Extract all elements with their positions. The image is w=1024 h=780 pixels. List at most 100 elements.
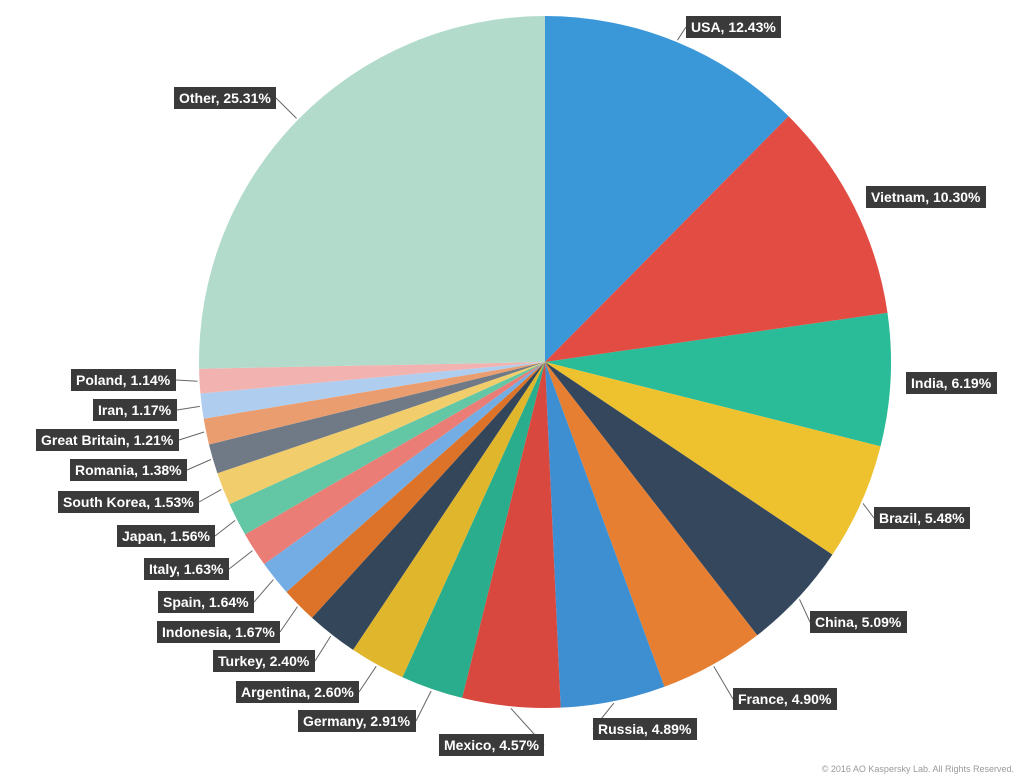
slice-label-south-korea: South Korea, 1.53% xyxy=(58,491,199,513)
slice-label-text-mexico: Mexico, 4.57% xyxy=(444,737,539,753)
pie-slice-spain xyxy=(264,362,545,592)
leader-line-france xyxy=(713,666,734,700)
slice-label-text-china: China, 5.09% xyxy=(815,614,902,630)
slice-label-box-japan xyxy=(117,525,215,547)
slice-label-france: France, 4.90% xyxy=(733,688,837,710)
slice-label-text-germany: Germany, 2.91% xyxy=(303,713,411,729)
slice-label-iran: Iran, 1.17% xyxy=(93,399,177,421)
slice-label-text-japan: Japan, 1.56% xyxy=(122,528,210,544)
slice-label-text-france: France, 4.90% xyxy=(738,691,832,707)
leader-line-china xyxy=(799,599,811,623)
pie-slice-italy xyxy=(244,362,545,565)
slice-label-poland: Poland, 1.14% xyxy=(71,369,176,391)
slice-label-box-other xyxy=(174,87,276,109)
slice-label-italy: Italy, 1.63% xyxy=(144,558,229,580)
pie-slice-south-korea xyxy=(217,362,545,505)
slice-label-text-other: Other, 25.31% xyxy=(179,90,271,106)
slice-label-text-russia: Russia, 4.89% xyxy=(598,721,692,737)
leader-line-spain xyxy=(253,579,274,603)
pie-slice-argentina xyxy=(353,362,545,678)
slice-label-turkey: Turkey, 2.40% xyxy=(213,650,315,672)
slice-label-text-india: India, 6.19% xyxy=(911,375,992,391)
pie-slice-indonesia xyxy=(286,362,545,618)
slice-label-text-spain: Spain, 1.64% xyxy=(163,594,249,610)
pie-slice-china xyxy=(545,362,833,636)
copyright-notice: © 2016 AO Kaspersky Lab. All Rights Rese… xyxy=(821,764,1014,774)
leader-line-italy xyxy=(228,550,253,570)
leader-line-brazil xyxy=(862,503,875,519)
slice-label-mexico: Mexico, 4.57% xyxy=(439,734,544,756)
leader-line-turkey xyxy=(314,635,332,662)
slice-label-text-poland: Poland, 1.14% xyxy=(76,372,171,388)
pie-slice-iran xyxy=(200,362,545,419)
slice-label-text-iran: Iran, 1.17% xyxy=(98,402,172,418)
pie-slices xyxy=(198,16,891,708)
pie-slice-romania xyxy=(208,362,545,474)
slice-label-box-italy xyxy=(144,558,229,580)
slice-label-text-argentina: Argentina, 2.60% xyxy=(241,684,354,700)
slice-label-box-china xyxy=(810,611,907,633)
slice-label-box-usa xyxy=(686,16,781,38)
slice-label-text-indonesia: Indonesia, 1.67% xyxy=(162,624,275,640)
leader-line-japan xyxy=(214,519,236,537)
slice-label-box-poland xyxy=(71,369,176,391)
slice-label-box-spain xyxy=(158,591,254,613)
leader-line-argentina xyxy=(358,666,377,693)
pie-slice-turkey xyxy=(311,362,545,650)
leader-line-other xyxy=(275,97,297,119)
pie-slice-poland xyxy=(199,362,546,394)
slice-label-usa: USA, 12.43% xyxy=(686,16,781,38)
leader-line-germany xyxy=(415,690,432,722)
slice-label-box-argentina xyxy=(236,681,359,703)
slice-label-box-great-britain xyxy=(36,429,179,451)
slice-label-text-romania: Romania, 1.38% xyxy=(75,462,182,478)
slice-label-box-germany xyxy=(298,710,416,732)
leader-line-great-britain xyxy=(178,431,205,441)
leader-line-iran xyxy=(176,405,200,411)
pie-slice-brazil xyxy=(545,362,881,555)
slice-label-india: India, 6.19% xyxy=(906,372,997,394)
leader-line-south-korea xyxy=(198,489,222,503)
slice-label-text-brazil: Brazil, 5.48% xyxy=(879,510,965,526)
slice-label-germany: Germany, 2.91% xyxy=(298,710,416,732)
slice-label-text-usa: USA, 12.43% xyxy=(691,19,776,35)
slice-label-text-vietnam: Vietnam, 10.30% xyxy=(871,189,981,205)
slice-label-box-iran xyxy=(93,399,177,421)
pie-slice-great-britain xyxy=(203,362,545,445)
pie-slice-russia xyxy=(545,362,665,708)
slice-label-text-turkey: Turkey, 2.40% xyxy=(218,653,310,669)
slice-label-great-britain: Great Britain, 1.21% xyxy=(36,429,179,451)
pie-slice-japan xyxy=(229,362,545,535)
slice-label-russia: Russia, 4.89% xyxy=(593,718,697,740)
slice-label-box-mexico xyxy=(439,734,544,756)
leader-line-usa xyxy=(677,26,687,41)
slice-label-box-south-korea xyxy=(58,491,199,513)
pie-slice-mexico xyxy=(462,362,561,708)
slice-label-box-vietnam xyxy=(866,186,986,208)
slice-label-box-turkey xyxy=(213,650,315,672)
slice-label-box-india xyxy=(906,372,997,394)
pie-slice-germany xyxy=(402,362,545,698)
slice-labels: USA, 12.43% Vietnam, 10.30% India, 6.19% Br… xyxy=(36,16,997,756)
leader-line-romania xyxy=(186,459,212,471)
leader-line-indonesia xyxy=(279,606,298,633)
slice-label-box-indonesia xyxy=(157,621,280,643)
pie-slice-usa xyxy=(545,16,789,362)
slice-label-text-south-korea: South Korea, 1.53% xyxy=(63,494,194,510)
slice-label-romania: Romania, 1.38% xyxy=(70,459,187,481)
slice-label-japan: Japan, 1.56% xyxy=(117,525,215,547)
slice-label-box-brazil xyxy=(874,507,970,529)
pie-slice-france xyxy=(545,362,758,687)
label-leader-lines xyxy=(175,26,875,746)
slice-label-china: China, 5.09% xyxy=(810,611,907,633)
slice-label-indonesia: Indonesia, 1.67% xyxy=(157,621,280,643)
slice-label-spain: Spain, 1.64% xyxy=(158,591,254,613)
slice-label-other: Other, 25.31% xyxy=(174,87,276,109)
slice-label-text-italy: Italy, 1.63% xyxy=(149,561,224,577)
slice-label-box-romania xyxy=(70,459,187,481)
slice-label-text-great-britain: Great Britain, 1.21% xyxy=(41,432,174,448)
slice-label-box-france xyxy=(733,688,837,710)
pie-slice-vietnam xyxy=(545,116,888,362)
slice-label-argentina: Argentina, 2.60% xyxy=(236,681,359,703)
